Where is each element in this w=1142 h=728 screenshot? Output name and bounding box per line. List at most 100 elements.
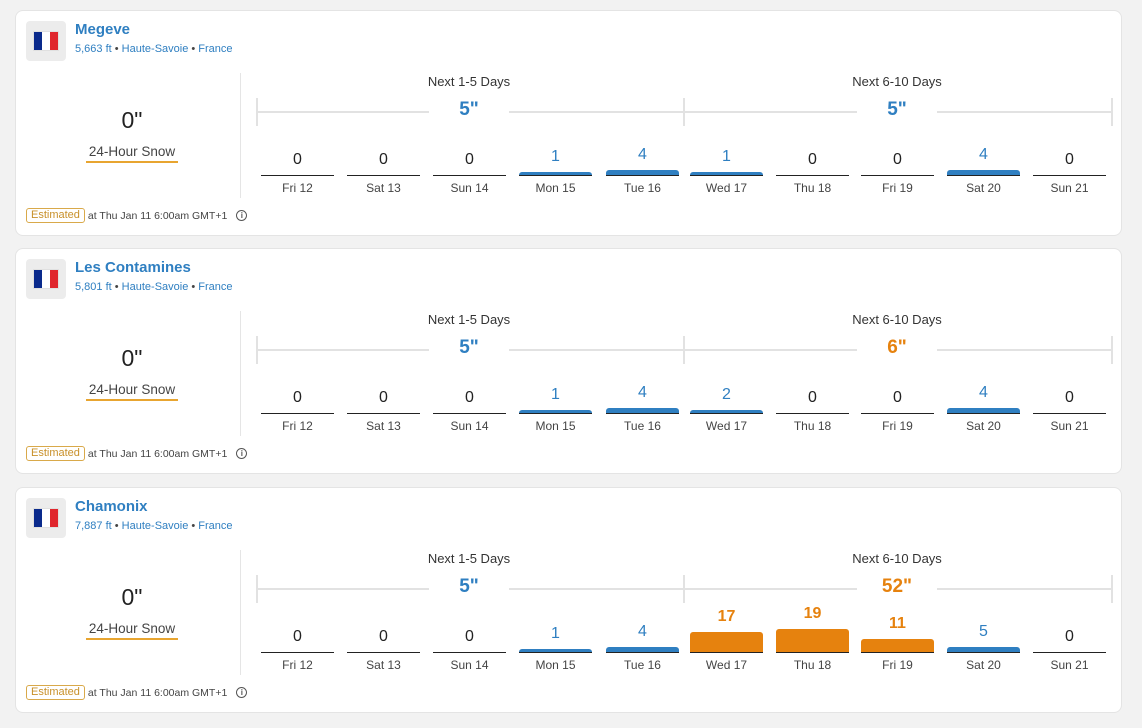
period-1-label: Next 1-5 Days	[427, 551, 511, 566]
day-baseline	[1033, 413, 1106, 414]
day-forecast: 1 Wed 17	[690, 119, 763, 199]
day-label: Tue 16	[624, 658, 661, 672]
info-icon[interactable]: i	[236, 210, 248, 221]
country-flag-icon	[26, 498, 66, 538]
day-label: Mon 15	[535, 419, 576, 433]
separator-dot: •	[188, 43, 199, 55]
report-footer: Estimated at Thu Jan 11 6:00am GMT+1 i	[26, 685, 248, 700]
period-tick	[256, 98, 258, 126]
current-snow-value: 0"	[121, 345, 143, 371]
snow-bar	[519, 649, 592, 652]
day-label: Sat 13	[366, 181, 401, 195]
day-baseline	[1033, 652, 1106, 653]
day-baseline	[947, 652, 1020, 653]
day-baseline	[347, 175, 420, 176]
day-baseline	[261, 652, 334, 653]
resort-name-link[interactable]: Megeve	[75, 21, 131, 38]
day-forecast: 0 Thu 18	[776, 119, 849, 199]
day-baseline	[433, 413, 506, 414]
day-baseline	[433, 175, 506, 176]
day-snow-value: 0	[808, 151, 817, 168]
resort-name-link[interactable]: Les Contamines	[75, 259, 191, 276]
day-baseline	[519, 175, 592, 176]
separator-dot: •	[111, 281, 122, 293]
period-tick	[256, 336, 258, 364]
flag-stripe	[50, 32, 58, 50]
day-baseline	[1033, 175, 1106, 176]
day-snow-value: 0	[1065, 389, 1074, 406]
separator-dot: •	[188, 281, 199, 293]
day-snow-value: 4	[638, 623, 647, 640]
day-baseline	[606, 413, 679, 414]
day-forecast: 11 Fri 19	[861, 596, 934, 676]
info-icon[interactable]: i	[236, 448, 248, 459]
period-tick	[1111, 98, 1113, 126]
day-baseline	[861, 652, 934, 653]
day-baseline	[776, 652, 849, 653]
day-label: Sun 21	[1050, 419, 1089, 433]
day-forecast: 0 Sat 13	[347, 596, 420, 676]
region-link[interactable]: Haute-Savoie	[121, 281, 189, 293]
separator-dot: •	[111, 43, 122, 55]
day-snow-value: 0	[893, 151, 902, 168]
column-divider	[240, 73, 241, 198]
day-snow-value: 0	[893, 389, 902, 406]
day-label: Sat 13	[366, 658, 401, 672]
snow-bar	[606, 408, 679, 413]
day-snow-value: 0	[379, 151, 388, 168]
day-label: Wed 17	[705, 419, 748, 433]
day-forecast: 0 Sun 21	[1033, 596, 1106, 676]
day-forecast: 0 Fri 19	[861, 357, 934, 437]
column-divider	[240, 311, 241, 436]
resort-card: Megeve 5,663 ft • Haute-Savoie • France 0"…	[15, 10, 1122, 236]
elevation-link[interactable]: 7,887 ft	[75, 520, 112, 532]
country-link[interactable]: France	[198, 281, 233, 293]
report-timestamp: at Thu Jan 11 6:00am GMT+1	[87, 447, 228, 460]
resort-meta: 5,663 ft • Haute-Savoie • France	[75, 43, 233, 55]
day-baseline	[776, 413, 849, 414]
region-link[interactable]: Haute-Savoie	[121, 520, 189, 532]
day-forecast: 0 Fri 12	[261, 596, 334, 676]
snow-bar	[690, 172, 763, 175]
day-forecast: 4 Tue 16	[606, 596, 679, 676]
snow-bar	[690, 410, 763, 413]
flag-stripe	[42, 509, 50, 527]
day-label: Sun 21	[1050, 181, 1089, 195]
country-link[interactable]: France	[198, 520, 233, 532]
day-forecast: 4 Sat 20	[947, 119, 1020, 199]
period-tick	[256, 575, 258, 603]
day-baseline	[776, 175, 849, 176]
day-forecast: 0 Sun 14	[433, 357, 506, 437]
day-label: Wed 17	[705, 658, 748, 672]
day-label: Mon 15	[535, 181, 576, 195]
day-baseline	[947, 413, 1020, 414]
day-baseline	[519, 652, 592, 653]
day-snow-value: 4	[979, 146, 988, 163]
day-forecast: 0 Sun 21	[1033, 119, 1106, 199]
region-link[interactable]: Haute-Savoie	[121, 43, 189, 55]
country-link[interactable]: France	[198, 43, 233, 55]
day-label: Fri 19	[882, 658, 913, 672]
day-baseline	[690, 652, 763, 653]
day-forecast: 4 Sat 20	[947, 357, 1020, 437]
elevation-link[interactable]: 5,663 ft	[75, 43, 112, 55]
day-baseline	[347, 413, 420, 414]
day-snow-value: 11	[889, 615, 906, 632]
info-icon[interactable]: i	[236, 687, 248, 698]
resort-name-link[interactable]: Chamonix	[75, 498, 148, 515]
day-label: Fri 19	[882, 419, 913, 433]
period-tick	[683, 98, 685, 126]
day-snow-value: 4	[638, 146, 647, 163]
snow-bar	[519, 410, 592, 413]
day-snow-value: 4	[979, 384, 988, 401]
day-forecast: 5 Sat 20	[947, 596, 1020, 676]
snow-bar	[947, 647, 1020, 652]
day-snow-value: 1	[551, 148, 560, 165]
flag-stripe	[42, 32, 50, 50]
day-forecast: 2 Wed 17	[690, 357, 763, 437]
elevation-link[interactable]: 5,801 ft	[75, 281, 112, 293]
period-2-total: 5"	[857, 99, 937, 121]
current-snow-label: 24-Hour Snow	[86, 144, 178, 163]
day-baseline	[861, 175, 934, 176]
day-label: Tue 16	[624, 181, 661, 195]
